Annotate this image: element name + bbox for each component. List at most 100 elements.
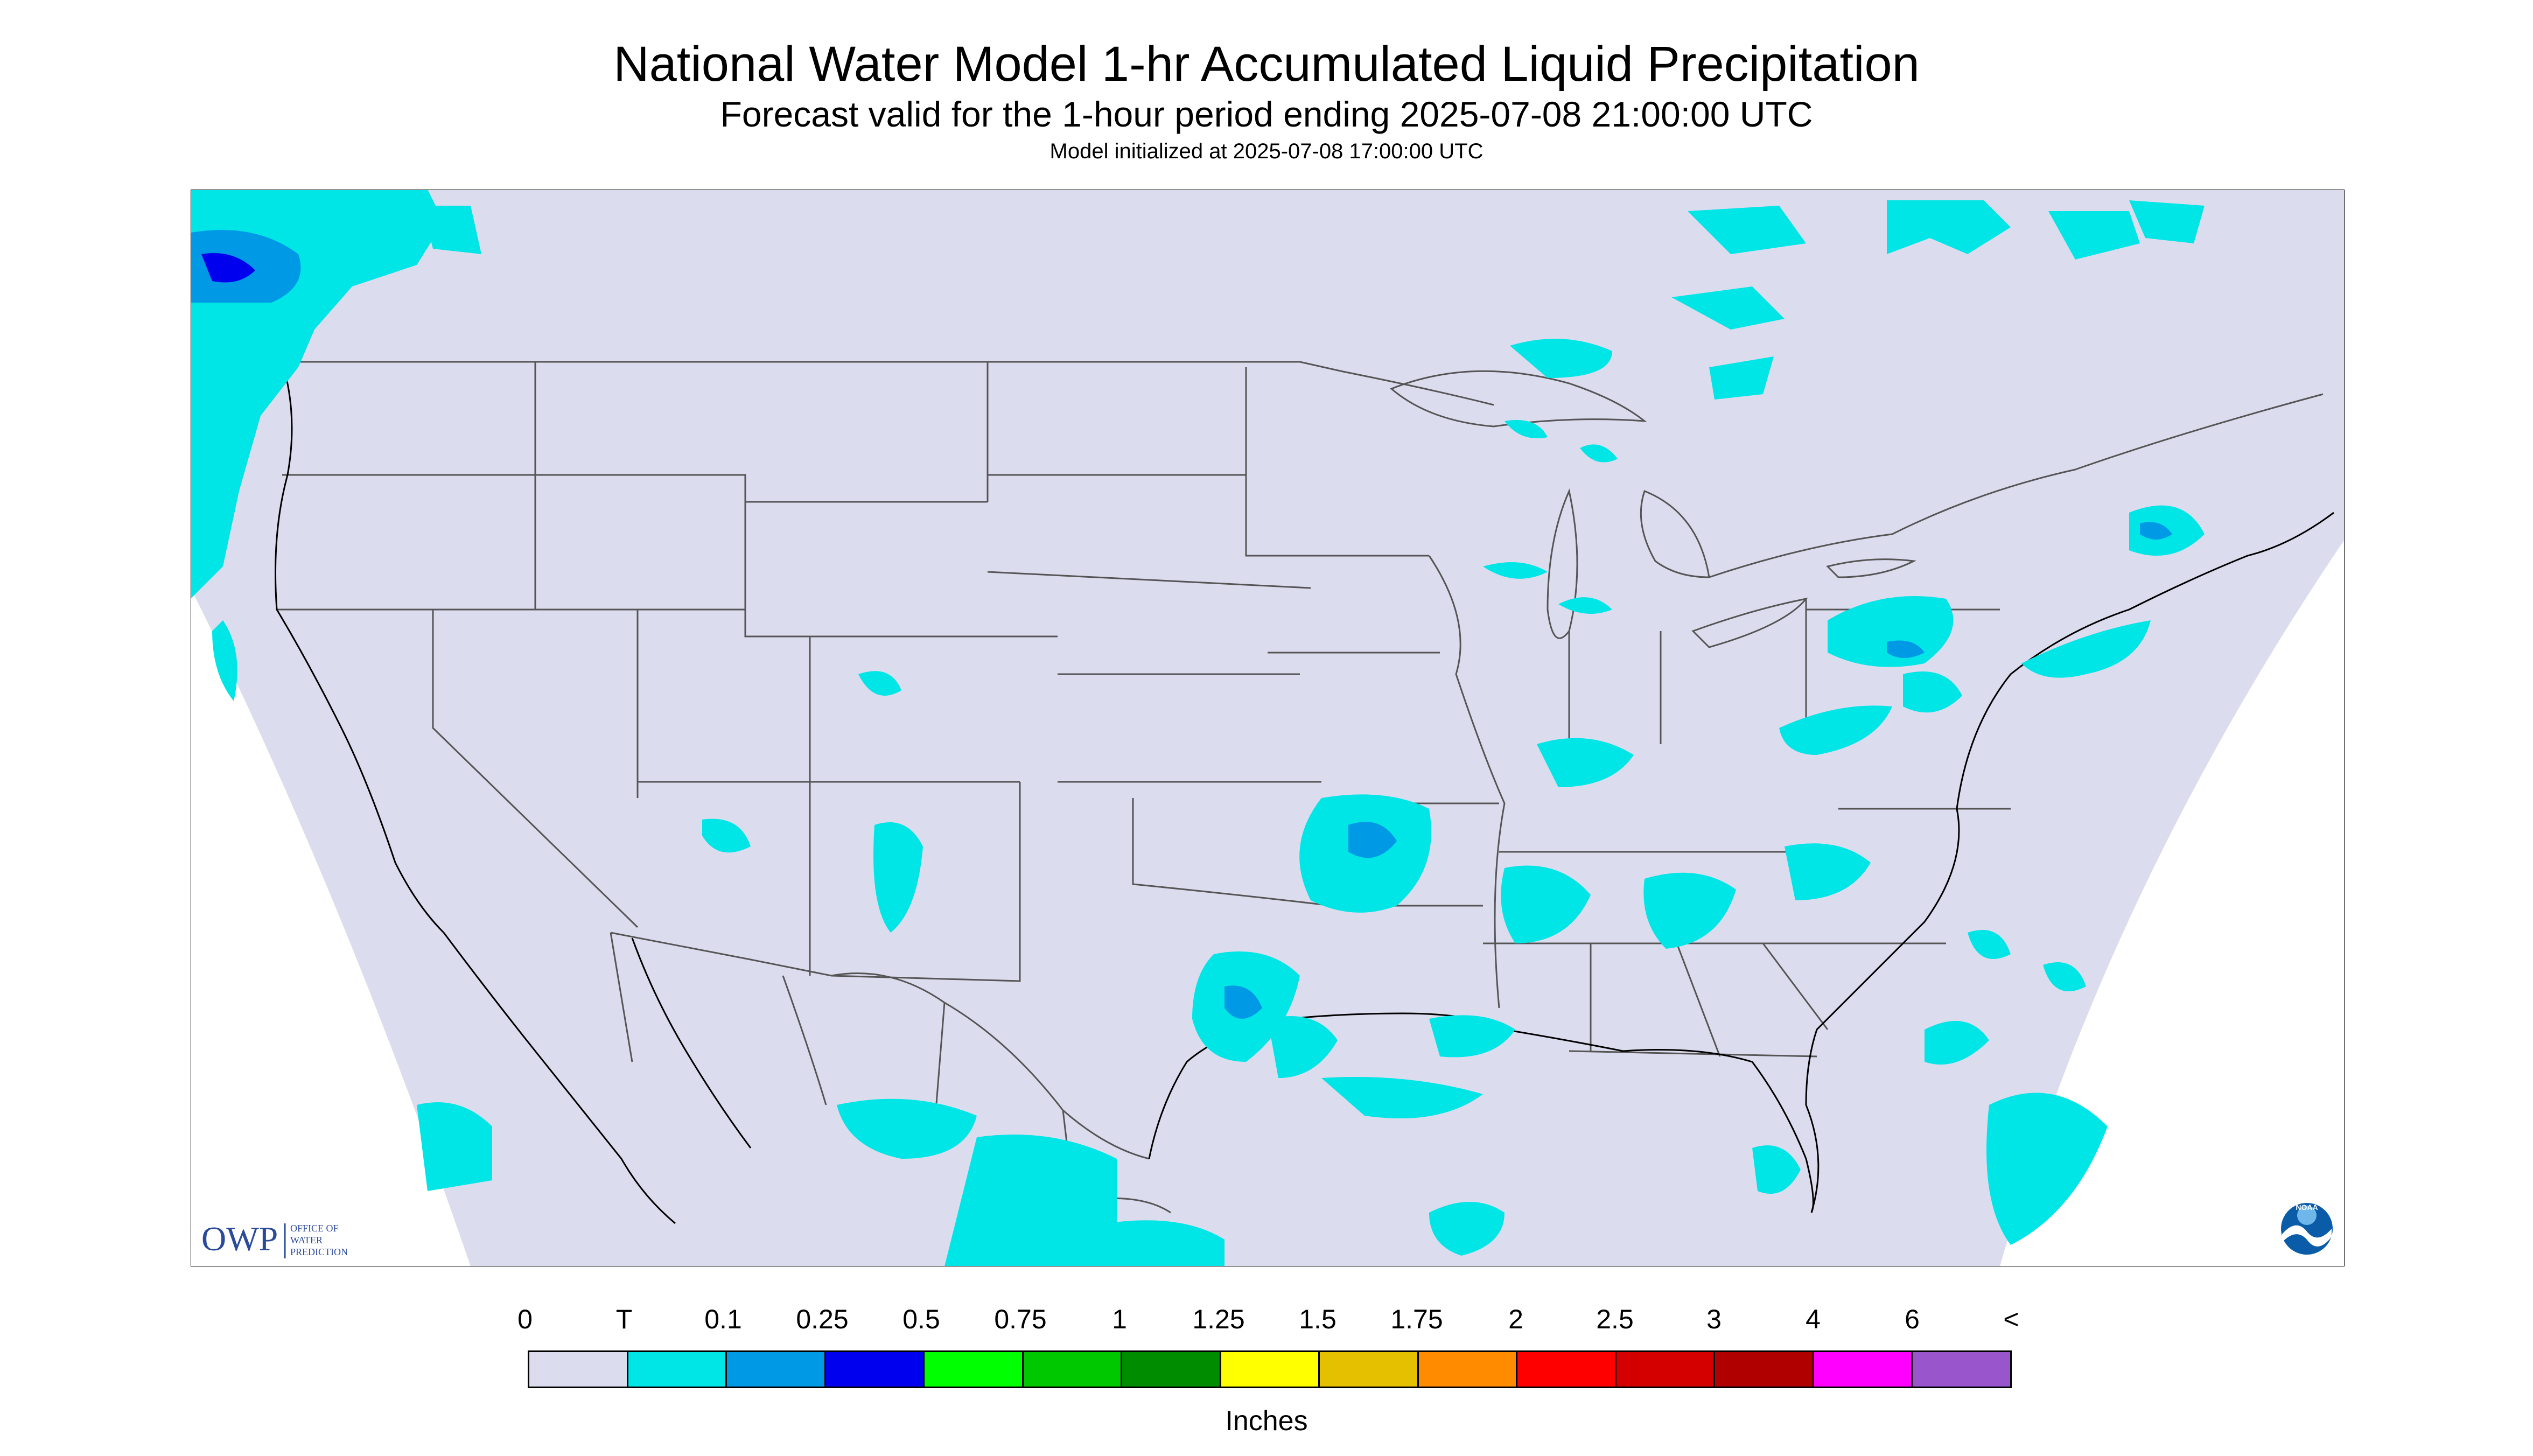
precip-south-5	[1785, 843, 1871, 900]
atlantic-coast	[1805, 512, 2334, 1213]
us-mexico-border	[610, 932, 1150, 1160]
model-domain	[191, 190, 2345, 1266]
precip-pacific-mexico	[417, 1102, 492, 1191]
noaa-logo-text: NOAA	[2296, 1203, 2318, 1212]
precip-canada-4	[2129, 200, 2205, 243]
legend-swatch	[925, 1352, 1024, 1387]
precip-mexico-2	[944, 1135, 1117, 1266]
precip-florida	[1752, 1145, 1801, 1194]
sd-ne-border	[987, 571, 1311, 589]
canada-east-border	[1709, 393, 2324, 578]
west-coast	[275, 361, 445, 934]
legend-label: 0	[517, 1304, 533, 1334]
legend-label: 0.25	[796, 1304, 849, 1334]
precip-sw-1	[873, 822, 923, 933]
precip-gl-3	[1483, 562, 1548, 579]
lake-superior	[1390, 370, 1647, 428]
noaa-logo-wave	[2282, 1225, 2332, 1247]
precip-sw-3	[858, 671, 901, 696]
legend-swatch	[1320, 1352, 1419, 1387]
noaa-logo-gull	[2297, 1206, 2317, 1225]
mississippi-river	[1428, 555, 1506, 1009]
lake-huron	[1640, 490, 1710, 578]
legend-swatch	[1023, 1352, 1123, 1387]
precip-ne-3	[2021, 620, 2151, 678]
legend-label: 1.25	[1192, 1304, 1245, 1334]
legend-swatch	[1517, 1352, 1617, 1387]
precip-gl-4	[1558, 597, 1612, 614]
precip-bc-coast	[212, 620, 237, 701]
map-title: National Water Model 1-hr Accumulated Li…	[613, 37, 1920, 92]
precip-south-2	[1501, 865, 1591, 943]
precip-canada-2	[1887, 200, 2011, 254]
legend-swatch	[1418, 1352, 1518, 1387]
precip-atlantic-1	[1986, 1093, 2108, 1245]
legend-label: 1.5	[1299, 1304, 1337, 1334]
legend-labels: 0 T 0.1 0.25 0.5 0.75 1 1.25 1.5 1.75 2 2.5 3 4 6 <	[517, 1303, 2019, 1341]
legend-label: <	[2003, 1304, 2019, 1334]
legend-label: T	[615, 1304, 633, 1334]
precip-texas-2	[1268, 1016, 1338, 1078]
mn-border	[1245, 367, 1429, 557]
owp-logo: OWP OFFICE OF WATER PREDICTION	[201, 1220, 348, 1258]
mt-wy-border	[535, 474, 988, 503]
precip-mexico-4	[1429, 1202, 1505, 1256]
wy-co-border	[744, 502, 1058, 638]
al-ga-border	[1676, 943, 1721, 1057]
model-init-text: Model initialized at 2025-07-08 17:00:00…	[1049, 139, 1484, 163]
legend-swatch	[529, 1352, 628, 1387]
precip-ne-4	[1903, 671, 1962, 713]
legend-units: Inches	[1225, 1405, 1308, 1437]
legend-label: 2	[1508, 1304, 1523, 1334]
precip-mexico-1	[837, 1098, 977, 1159]
precip-light-tx	[1224, 985, 1262, 1019]
fl-border	[1569, 1050, 1817, 1058]
map-subtitle: Forecast valid for the 1-hour period end…	[720, 94, 1813, 134]
legend-label: 2.5	[1596, 1304, 1634, 1334]
precip-mexico-3	[1106, 1220, 1224, 1266]
legend-swatch	[1913, 1352, 2010, 1387]
legend-swatch	[1616, 1352, 1716, 1387]
precip-ne-5	[1779, 705, 1892, 755]
ga-sc-border	[1762, 943, 1829, 1030]
ok-tx-border	[1132, 798, 1333, 907]
precip-south-4	[1537, 738, 1634, 787]
legend-swatch	[1221, 1352, 1320, 1387]
owp-logo-line2: WATER	[290, 1235, 323, 1245]
precip-canada-6	[1510, 339, 1612, 378]
legend-label: 0.1	[704, 1304, 742, 1334]
legend-swatch	[1122, 1352, 1221, 1387]
legend-label: 6	[1905, 1304, 1920, 1334]
gulf-baja	[631, 937, 752, 1149]
precipitation-map: OWP OFFICE OF WATER PREDICTION NOAA	[191, 190, 2345, 1266]
precip-moderate	[201, 253, 255, 283]
legend-label: 1.75	[1390, 1304, 1443, 1334]
legend-swatch	[628, 1352, 727, 1387]
precip-sw-2	[702, 818, 751, 853]
ca-nv-border	[432, 610, 639, 928]
owp-logo-line1: OFFICE OF	[290, 1223, 339, 1234]
precip-gulf-1	[1321, 1077, 1483, 1118]
owp-logo-abbr: OWP	[201, 1220, 278, 1258]
precip-gl-2	[1580, 444, 1618, 463]
baja-coast	[443, 932, 676, 1224]
mexico-states	[610, 932, 1171, 1214]
precip-light-ne	[2140, 522, 2172, 540]
legend-swatch	[825, 1352, 925, 1387]
legend-label: 3	[1706, 1304, 1722, 1334]
precip-light-south	[1348, 822, 1397, 858]
lake-michigan	[1547, 488, 1578, 639]
precip-light-pa	[1887, 640, 1925, 658]
precip-light	[191, 230, 2172, 1019]
political-borders	[277, 361, 2324, 1214]
precip-canada-1	[1688, 206, 1806, 254]
precip-canada-3	[2048, 211, 2140, 260]
precip-atlantic-3	[1968, 930, 2011, 959]
lake-ontario	[1826, 558, 1917, 578]
precip-atlantic-4	[2043, 962, 2086, 991]
owp-logo-line3: PREDICTION	[290, 1247, 348, 1257]
precip-atlantic-2	[1925, 1021, 1989, 1065]
us-canada-border	[282, 361, 1494, 406]
legend-label: 1	[1112, 1304, 1127, 1334]
precip-nw-cells	[320, 206, 481, 260]
